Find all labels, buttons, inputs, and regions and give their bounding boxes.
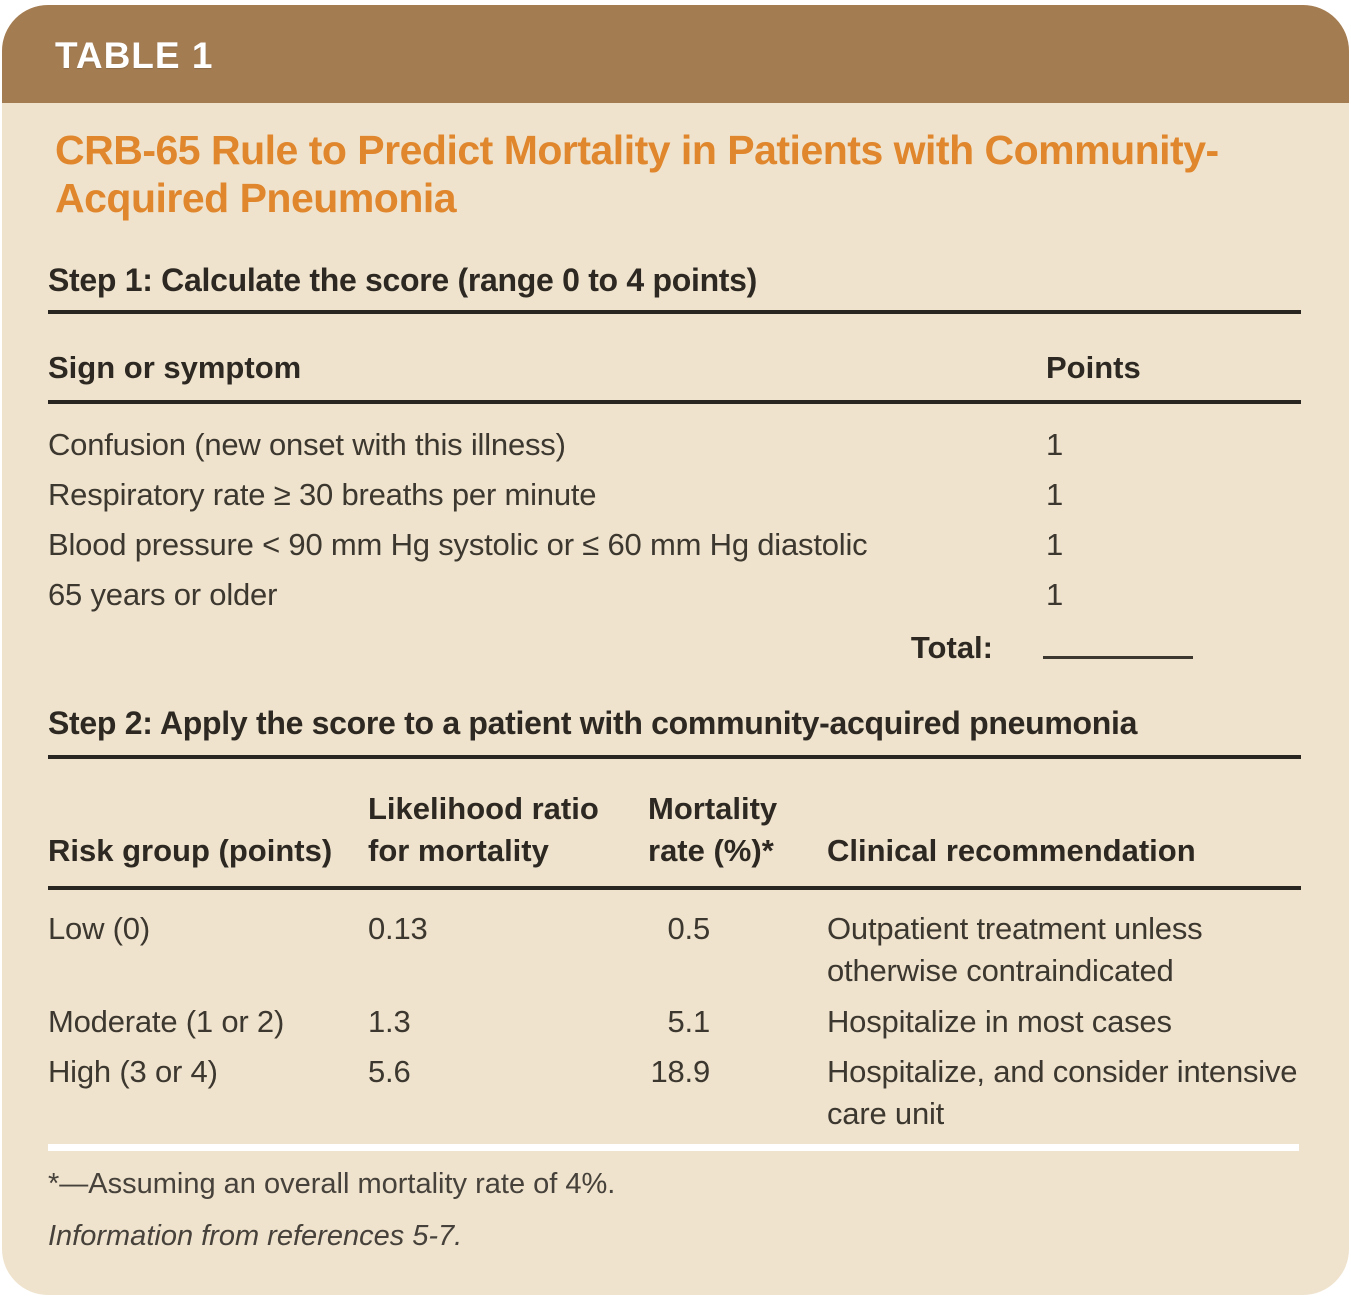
step1-column-header-row: Sign or symptom Points <box>48 350 1301 386</box>
points-cell: 1 <box>1046 427 1064 462</box>
rule-step2-header-bottom <box>48 886 1301 890</box>
table-row: Low (0) 0.13 0.5 Outpatient treatment un… <box>48 908 1301 992</box>
table-row: Blood pressure < 90 mm Hg systolic or ≤ … <box>48 527 1301 563</box>
points-cell: 1 <box>1046 527 1064 562</box>
points-cell: 1 <box>1046 477 1064 512</box>
rule-footnote-separator <box>48 1144 1299 1151</box>
table-row: 65 years or older 1 <box>48 577 1301 613</box>
column-header-clinical-recommendation: Clinical recommendation <box>827 833 1196 868</box>
rule-step1-top <box>48 310 1301 314</box>
total-blank-line <box>1043 656 1193 659</box>
table-card: TABLE 1 CRB-65 Rule to Predict Mortality… <box>2 5 1349 1295</box>
risk-group-cell: High (3 or 4) <box>48 1054 218 1089</box>
risk-group-cell: Moderate (1 or 2) <box>48 1004 285 1039</box>
recommendation-cell: Hospitalize in most cases <box>827 1004 1172 1039</box>
rule-step1-header-bottom <box>48 400 1301 404</box>
sign-cell: Confusion (new onset with this illness) <box>48 427 566 462</box>
column-header-risk-group: Risk group (points) <box>48 833 333 868</box>
risk-group-cell: Low (0) <box>48 911 150 946</box>
column-header-sign: Sign or symptom <box>48 350 302 385</box>
sign-cell: 65 years or older <box>48 577 278 612</box>
likelihood-ratio-cell: 5.6 <box>368 1054 411 1089</box>
step1-heading: Step 1: Calculate the score (range 0 to … <box>48 262 758 298</box>
table-row: Confusion (new onset with this illness) … <box>48 427 1301 463</box>
points-cell: 1 <box>1046 577 1064 612</box>
footnote-asterisk: *—Assuming an overall mortality rate of … <box>48 1168 616 1200</box>
table-header-bar <box>2 5 1349 103</box>
recommendation-cell: Hospitalize, and consider intensive care… <box>827 1054 1298 1131</box>
mortality-rate-cell: 0.5 <box>667 911 711 946</box>
mortality-rate-cell: 18.9 <box>650 1054 710 1089</box>
total-label: Total: <box>910 630 993 665</box>
column-header-mortality-rate: Mortality rate (%)* <box>648 791 778 868</box>
column-header-points: Points <box>1046 350 1141 385</box>
table-tag: TABLE 1 <box>55 35 214 76</box>
table-row: Respiratory rate ≥ 30 breaths per minute… <box>48 477 1301 513</box>
table-row: Moderate (1 or 2) 1.3 5.1 Hospitalize in… <box>48 1001 1301 1043</box>
footnote-source: Information from references 5-7. <box>48 1220 463 1252</box>
column-header-likelihood-ratio: Likelihood ratio for mortality <box>368 791 599 868</box>
rule-step2-top <box>48 755 1301 759</box>
mortality-rate-cell: 5.1 <box>667 1004 711 1039</box>
sign-cell: Blood pressure < 90 mm Hg systolic or ≤ … <box>48 527 868 562</box>
recommendation-cell: Outpatient treatment unless otherwise co… <box>827 911 1203 988</box>
likelihood-ratio-cell: 1.3 <box>368 1004 411 1039</box>
step2-column-header-row: Risk group (points) Likelihood ratio for… <box>48 788 1301 872</box>
table-row: High (3 or 4) 5.6 18.9 Hospitalize, and … <box>48 1051 1301 1135</box>
likelihood-ratio-cell: 0.13 <box>368 911 428 946</box>
table-title: CRB-65 Rule to Predict Mortality in Pati… <box>55 127 1219 221</box>
step2-heading: Step 2: Apply the score to a patient wit… <box>48 705 1138 741</box>
sign-cell: Respiratory rate ≥ 30 breaths per minute <box>48 477 597 512</box>
